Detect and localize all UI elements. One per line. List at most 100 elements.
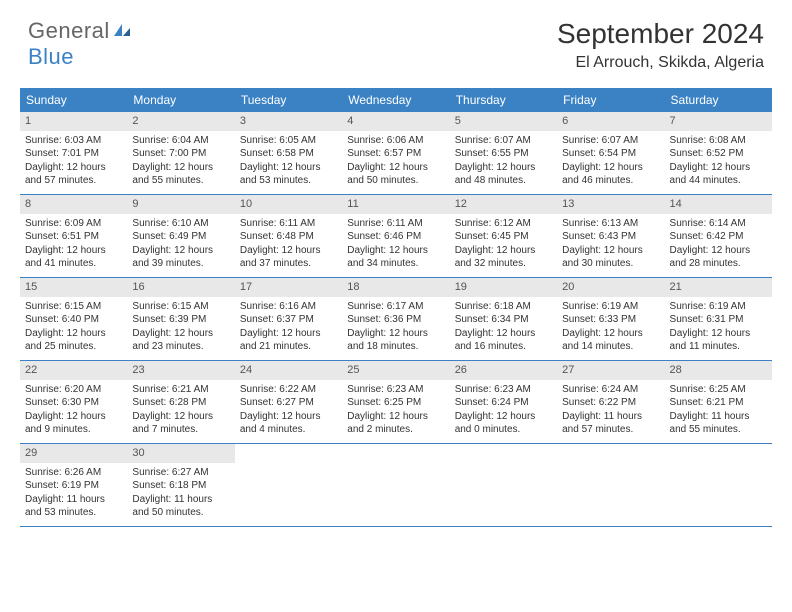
daylight-text: Daylight: 12 hours and 4 minutes. <box>240 410 337 437</box>
day-cell: 25Sunrise: 6:23 AMSunset: 6:25 PMDayligh… <box>342 361 449 443</box>
daylight-text: Daylight: 12 hours and 39 minutes. <box>132 244 229 271</box>
day-cell: 18Sunrise: 6:17 AMSunset: 6:36 PMDayligh… <box>342 278 449 360</box>
daylight-text: Daylight: 12 hours and 50 minutes. <box>347 161 444 188</box>
day-body: Sunrise: 6:23 AMSunset: 6:25 PMDaylight:… <box>342 380 449 442</box>
day-number: 21 <box>665 278 772 297</box>
day-body: Sunrise: 6:27 AMSunset: 6:18 PMDaylight:… <box>127 463 234 525</box>
day-cell: 27Sunrise: 6:24 AMSunset: 6:22 PMDayligh… <box>557 361 664 443</box>
day-cell: 22Sunrise: 6:20 AMSunset: 6:30 PMDayligh… <box>20 361 127 443</box>
sunrise-text: Sunrise: 6:15 AM <box>132 300 229 314</box>
sunset-text: Sunset: 7:00 PM <box>132 147 229 161</box>
daylight-text: Daylight: 12 hours and 9 minutes. <box>25 410 122 437</box>
day-body: Sunrise: 6:24 AMSunset: 6:22 PMDaylight:… <box>557 380 664 442</box>
daylight-text: Daylight: 11 hours and 50 minutes. <box>132 493 229 520</box>
sunrise-text: Sunrise: 6:17 AM <box>347 300 444 314</box>
calendar: Sunday Monday Tuesday Wednesday Thursday… <box>20 88 772 527</box>
day-body: Sunrise: 6:09 AMSunset: 6:51 PMDaylight:… <box>20 214 127 276</box>
header: General Blue September 2024 El Arrouch, … <box>0 0 792 80</box>
day-body: Sunrise: 6:04 AMSunset: 7:00 PMDaylight:… <box>127 131 234 193</box>
day-number: 2 <box>127 112 234 131</box>
weekday-tuesday: Tuesday <box>235 88 342 112</box>
daylight-text: Daylight: 12 hours and 18 minutes. <box>347 327 444 354</box>
sunset-text: Sunset: 6:28 PM <box>132 396 229 410</box>
day-body: Sunrise: 6:16 AMSunset: 6:37 PMDaylight:… <box>235 297 342 359</box>
day-body: Sunrise: 6:25 AMSunset: 6:21 PMDaylight:… <box>665 380 772 442</box>
daylight-text: Daylight: 12 hours and 14 minutes. <box>562 327 659 354</box>
sunrise-text: Sunrise: 6:25 AM <box>670 383 767 397</box>
day-cell: 2Sunrise: 6:04 AMSunset: 7:00 PMDaylight… <box>127 112 234 194</box>
sunrise-text: Sunrise: 6:15 AM <box>25 300 122 314</box>
sunset-text: Sunset: 6:21 PM <box>670 396 767 410</box>
day-cell: 12Sunrise: 6:12 AMSunset: 6:45 PMDayligh… <box>450 195 557 277</box>
daylight-text: Daylight: 12 hours and 37 minutes. <box>240 244 337 271</box>
day-body: Sunrise: 6:23 AMSunset: 6:24 PMDaylight:… <box>450 380 557 442</box>
daylight-text: Daylight: 12 hours and 53 minutes. <box>240 161 337 188</box>
daylight-text: Daylight: 12 hours and 55 minutes. <box>132 161 229 188</box>
day-number: 3 <box>235 112 342 131</box>
weekday-friday: Friday <box>557 88 664 112</box>
sunrise-text: Sunrise: 6:27 AM <box>132 466 229 480</box>
sunset-text: Sunset: 6:42 PM <box>670 230 767 244</box>
day-number: 7 <box>665 112 772 131</box>
day-cell <box>235 444 342 526</box>
day-number: 1 <box>20 112 127 131</box>
day-body: Sunrise: 6:07 AMSunset: 6:54 PMDaylight:… <box>557 131 664 193</box>
day-cell: 6Sunrise: 6:07 AMSunset: 6:54 PMDaylight… <box>557 112 664 194</box>
day-cell: 13Sunrise: 6:13 AMSunset: 6:43 PMDayligh… <box>557 195 664 277</box>
sunrise-text: Sunrise: 6:06 AM <box>347 134 444 148</box>
sunset-text: Sunset: 6:27 PM <box>240 396 337 410</box>
sunrise-text: Sunrise: 6:14 AM <box>670 217 767 231</box>
day-number: 30 <box>127 444 234 463</box>
day-number: 6 <box>557 112 664 131</box>
day-cell: 7Sunrise: 6:08 AMSunset: 6:52 PMDaylight… <box>665 112 772 194</box>
day-number: 23 <box>127 361 234 380</box>
week-row: 15Sunrise: 6:15 AMSunset: 6:40 PMDayligh… <box>20 278 772 361</box>
day-number: 13 <box>557 195 664 214</box>
day-cell <box>665 444 772 526</box>
day-cell <box>557 444 664 526</box>
day-body: Sunrise: 6:08 AMSunset: 6:52 PMDaylight:… <box>665 131 772 193</box>
daylight-text: Daylight: 12 hours and 16 minutes. <box>455 327 552 354</box>
daylight-text: Daylight: 12 hours and 32 minutes. <box>455 244 552 271</box>
weeks-container: 1Sunrise: 6:03 AMSunset: 7:01 PMDaylight… <box>20 112 772 527</box>
day-body: Sunrise: 6:17 AMSunset: 6:36 PMDaylight:… <box>342 297 449 359</box>
sunset-text: Sunset: 6:39 PM <box>132 313 229 327</box>
location-text: El Arrouch, Skikda, Algeria <box>557 54 764 72</box>
day-cell: 3Sunrise: 6:05 AMSunset: 6:58 PMDaylight… <box>235 112 342 194</box>
day-number: 24 <box>235 361 342 380</box>
sunrise-text: Sunrise: 6:12 AM <box>455 217 552 231</box>
day-number: 26 <box>450 361 557 380</box>
day-body: Sunrise: 6:18 AMSunset: 6:34 PMDaylight:… <box>450 297 557 359</box>
daylight-text: Daylight: 11 hours and 55 minutes. <box>670 410 767 437</box>
day-number: 22 <box>20 361 127 380</box>
week-row: 29Sunrise: 6:26 AMSunset: 6:19 PMDayligh… <box>20 444 772 527</box>
sunset-text: Sunset: 6:18 PM <box>132 479 229 493</box>
daylight-text: Daylight: 11 hours and 57 minutes. <box>562 410 659 437</box>
day-number: 16 <box>127 278 234 297</box>
day-number: 5 <box>450 112 557 131</box>
day-number: 8 <box>20 195 127 214</box>
daylight-text: Daylight: 12 hours and 11 minutes. <box>670 327 767 354</box>
day-cell: 19Sunrise: 6:18 AMSunset: 6:34 PMDayligh… <box>450 278 557 360</box>
daylight-text: Daylight: 11 hours and 53 minutes. <box>25 493 122 520</box>
sunrise-text: Sunrise: 6:08 AM <box>670 134 767 148</box>
logo-text-blue: Blue <box>28 44 74 69</box>
title-block: September 2024 El Arrouch, Skikda, Alger… <box>557 18 764 72</box>
daylight-text: Daylight: 12 hours and 0 minutes. <box>455 410 552 437</box>
day-body: Sunrise: 6:22 AMSunset: 6:27 PMDaylight:… <box>235 380 342 442</box>
day-number: 29 <box>20 444 127 463</box>
sunset-text: Sunset: 6:49 PM <box>132 230 229 244</box>
daylight-text: Daylight: 12 hours and 46 minutes. <box>562 161 659 188</box>
day-body: Sunrise: 6:06 AMSunset: 6:57 PMDaylight:… <box>342 131 449 193</box>
day-cell: 14Sunrise: 6:14 AMSunset: 6:42 PMDayligh… <box>665 195 772 277</box>
sunset-text: Sunset: 6:57 PM <box>347 147 444 161</box>
sunset-text: Sunset: 6:54 PM <box>562 147 659 161</box>
sunset-text: Sunset: 6:45 PM <box>455 230 552 244</box>
day-body: Sunrise: 6:05 AMSunset: 6:58 PMDaylight:… <box>235 131 342 193</box>
day-number: 9 <box>127 195 234 214</box>
day-cell: 8Sunrise: 6:09 AMSunset: 6:51 PMDaylight… <box>20 195 127 277</box>
day-body: Sunrise: 6:13 AMSunset: 6:43 PMDaylight:… <box>557 214 664 276</box>
day-cell <box>342 444 449 526</box>
day-cell: 28Sunrise: 6:25 AMSunset: 6:21 PMDayligh… <box>665 361 772 443</box>
sunrise-text: Sunrise: 6:05 AM <box>240 134 337 148</box>
